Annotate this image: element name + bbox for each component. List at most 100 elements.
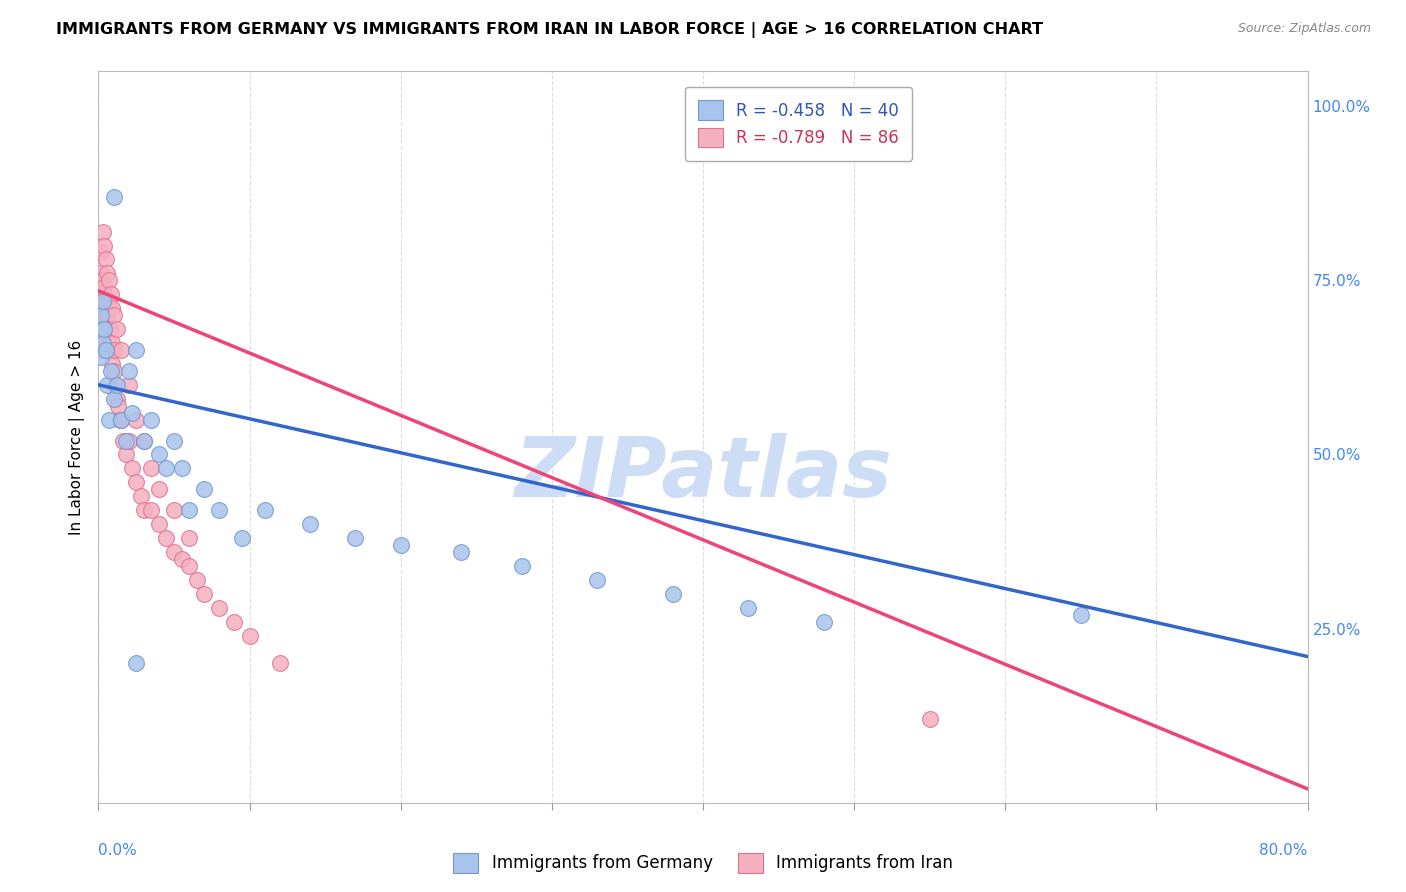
Point <box>129 489 152 503</box>
Point <box>132 434 155 448</box>
Point <box>94 343 117 357</box>
Point <box>94 252 117 267</box>
Point <box>105 377 128 392</box>
Point <box>91 308 114 322</box>
Point <box>100 364 122 378</box>
Point <box>91 336 114 351</box>
Point <box>121 406 143 420</box>
Point <box>89 308 111 322</box>
Point <box>163 434 186 448</box>
Point <box>104 377 127 392</box>
Point <box>100 322 122 336</box>
Point <box>93 308 115 322</box>
Point <box>98 412 121 426</box>
Point <box>90 350 112 364</box>
Point <box>90 294 112 309</box>
Point <box>231 531 253 545</box>
Point <box>89 301 111 316</box>
Point <box>1070 607 1092 622</box>
Point <box>101 336 124 351</box>
Point <box>155 461 177 475</box>
Point <box>141 412 163 426</box>
Point <box>163 503 186 517</box>
Point <box>125 412 148 426</box>
Point <box>100 287 122 301</box>
Point <box>125 475 148 490</box>
Point <box>510 558 533 573</box>
Point <box>141 461 163 475</box>
Point <box>110 343 132 357</box>
Point <box>148 448 170 462</box>
Point <box>179 531 201 545</box>
Point <box>253 503 276 517</box>
Point <box>132 503 155 517</box>
Point <box>90 266 112 280</box>
Point <box>118 364 141 378</box>
Point <box>101 357 124 371</box>
Point <box>132 434 155 448</box>
Point <box>103 343 125 357</box>
Point <box>239 629 262 643</box>
Point <box>93 238 115 252</box>
Point <box>179 558 201 573</box>
Point <box>110 412 132 426</box>
Point <box>208 503 231 517</box>
Point <box>125 657 148 671</box>
Text: IMMIGRANTS FROM GERMANY VS IMMIGRANTS FROM IRAN IN LABOR FORCE | AGE > 16 CORREL: IMMIGRANTS FROM GERMANY VS IMMIGRANTS FR… <box>56 22 1043 38</box>
Point <box>89 315 111 329</box>
Point <box>148 483 170 497</box>
Point <box>121 461 143 475</box>
Point <box>94 294 117 309</box>
Point <box>90 280 112 294</box>
Point <box>586 573 609 587</box>
Point <box>90 308 112 322</box>
Point <box>98 273 121 287</box>
Point <box>98 336 121 351</box>
Point <box>141 503 163 517</box>
Point <box>93 322 115 336</box>
Point <box>89 322 111 336</box>
Point <box>125 343 148 357</box>
Point <box>98 322 121 336</box>
Point <box>208 600 231 615</box>
Point <box>107 399 129 413</box>
Point <box>179 503 201 517</box>
Point <box>96 343 118 357</box>
Point <box>91 273 114 287</box>
Point <box>96 266 118 280</box>
Point <box>299 517 322 532</box>
Point <box>105 322 128 336</box>
Point <box>103 308 125 322</box>
Point <box>89 294 111 309</box>
Text: 80.0%: 80.0% <box>1260 843 1308 858</box>
Point <box>737 600 759 615</box>
Point <box>93 336 115 351</box>
Point <box>108 412 131 426</box>
Point <box>118 434 141 448</box>
Point <box>344 531 367 545</box>
Point <box>90 343 112 357</box>
Point <box>89 287 111 301</box>
Point <box>269 657 291 671</box>
Point <box>155 531 177 545</box>
Point <box>450 545 472 559</box>
Point <box>91 294 114 309</box>
Point <box>94 322 117 336</box>
Legend: R = -0.458   N = 40, R = -0.789   N = 86: R = -0.458 N = 40, R = -0.789 N = 86 <box>685 87 912 161</box>
Point <box>186 573 208 587</box>
Point <box>96 377 118 392</box>
Point <box>118 377 141 392</box>
Point <box>103 364 125 378</box>
Y-axis label: In Labor Force | Age > 16: In Labor Force | Age > 16 <box>69 340 84 534</box>
Point <box>91 294 114 309</box>
Text: 0.0%: 0.0% <box>98 843 138 858</box>
Point <box>94 308 117 322</box>
Point <box>389 538 412 552</box>
Text: Source: ZipAtlas.com: Source: ZipAtlas.com <box>1237 22 1371 36</box>
Point <box>90 322 112 336</box>
Point <box>93 322 115 336</box>
Point <box>96 308 118 322</box>
Point <box>918 712 941 726</box>
Point <box>114 434 136 448</box>
Point <box>90 308 112 322</box>
